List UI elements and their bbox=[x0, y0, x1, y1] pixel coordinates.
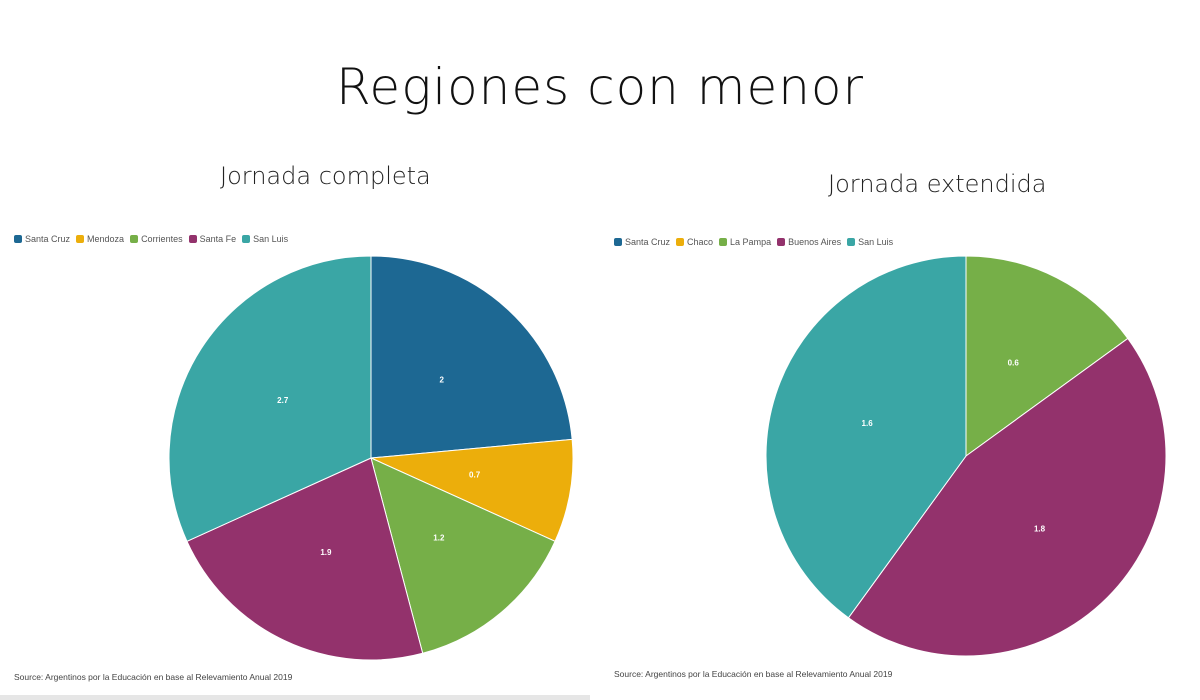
pie-slice[interactable] bbox=[765, 255, 967, 619]
pie-slice[interactable] bbox=[965, 255, 1129, 457]
data-label: 1.2 bbox=[433, 533, 445, 542]
legend-swatch bbox=[777, 238, 786, 246]
legend-swatch bbox=[14, 235, 22, 243]
legend-label: Santa Cruz bbox=[625, 237, 671, 247]
legend-item[interactable]: Mendoza bbox=[76, 234, 124, 244]
pie-slice[interactable] bbox=[168, 255, 372, 542]
legend-item[interactable]: Buenos Aires bbox=[777, 237, 841, 247]
chart-legend: Santa Cruz Mendoza Corrientes Santa Fe San L… bbox=[14, 234, 288, 244]
legend-item[interactable]: Chaco bbox=[676, 237, 713, 247]
legend-label: San Luis bbox=[858, 237, 894, 247]
pie-chart: 00.61.81.6 bbox=[765, 255, 1167, 657]
legend-swatch bbox=[847, 238, 856, 246]
legend-label: Santa Cruz bbox=[25, 234, 71, 244]
source-note: Source: Argentinos por la Educación en b… bbox=[14, 672, 293, 682]
chart-jornada-extendida: Jornada extendida Santa Cruz Chaco La Pamp… bbox=[600, 150, 1200, 700]
pie-chart: 2 0.7 1.2 1.9 2.7 bbox=[168, 255, 574, 661]
data-label: 1.8 bbox=[1034, 525, 1046, 534]
pie-slice[interactable] bbox=[369, 438, 574, 542]
legend-item[interactable]: La Pampa bbox=[719, 237, 771, 247]
pie-slice[interactable] bbox=[847, 337, 1167, 657]
data-label: 2.7 bbox=[277, 396, 289, 405]
legend-label: Santa Fe bbox=[199, 234, 237, 244]
chart-title: Jornada extendida bbox=[828, 170, 1047, 198]
legend-item[interactable]: San Luis bbox=[847, 237, 893, 247]
legend-item[interactable]: San Luis bbox=[242, 234, 288, 244]
legend-item[interactable]: Corrientes bbox=[130, 234, 183, 244]
pie-slice[interactable] bbox=[186, 457, 424, 661]
legend-swatch bbox=[242, 235, 251, 243]
legend-swatch bbox=[719, 238, 728, 246]
legend-label: Corrientes bbox=[141, 234, 183, 244]
data-label: 1.9 bbox=[320, 548, 332, 557]
legend-item[interactable]: Santa Fe bbox=[188, 234, 237, 244]
chart-legend: Santa Cruz Chaco La Pampa Buenos Aires San L… bbox=[614, 237, 893, 247]
legend-swatch bbox=[130, 235, 139, 243]
legend-label: La Pampa bbox=[730, 237, 772, 247]
legend-item[interactable]: Santa Cruz bbox=[614, 237, 670, 247]
data-label: 1.6 bbox=[862, 419, 874, 428]
source-note: Source: Argentinos por la Educación en b… bbox=[614, 669, 893, 679]
legend-swatch bbox=[188, 235, 197, 243]
legend-label: San Luis bbox=[253, 234, 289, 244]
legend-label: Mendoza bbox=[87, 234, 125, 244]
page-title: Regiones con menor bbox=[335, 58, 865, 116]
legend-swatch bbox=[76, 235, 85, 243]
legend-item[interactable]: Santa Cruz bbox=[14, 234, 70, 244]
legend-swatch bbox=[614, 238, 622, 246]
pie-slice[interactable] bbox=[370, 255, 573, 459]
data-label: 0.7 bbox=[469, 470, 481, 479]
data-label: 2 bbox=[440, 375, 445, 384]
legend-label: Buenos Aires bbox=[788, 237, 842, 247]
data-label: 0.6 bbox=[1008, 358, 1020, 367]
pie-slice[interactable] bbox=[370, 457, 556, 654]
chart-jornada-completa: Jornada completa Santa Cruz Mendoza Corrie… bbox=[0, 150, 590, 700]
chart-title: Jornada completa bbox=[220, 162, 431, 190]
bottom-scrollbar-track bbox=[0, 695, 590, 700]
legend-label: Chaco bbox=[687, 237, 714, 247]
legend-swatch bbox=[676, 238, 685, 246]
